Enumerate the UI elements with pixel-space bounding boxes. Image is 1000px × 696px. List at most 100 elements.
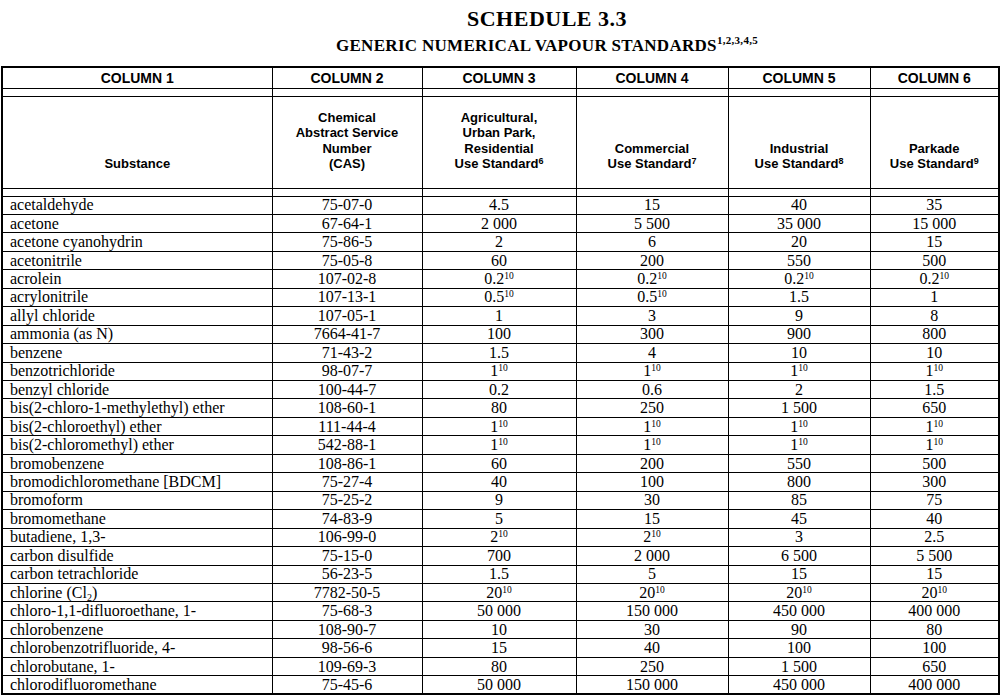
value-cell: 1 500	[728, 657, 870, 675]
value-cell: 100	[728, 639, 870, 657]
substance-cell: bis(2-chloroethyl) ether	[2, 417, 272, 435]
value-cell: 110	[422, 417, 576, 435]
table-row: benzyl chloride100-44-70.20.621.5	[2, 381, 999, 399]
table-row: bromodichloromethane [BDCM]75-27-4401008…	[2, 473, 999, 491]
subheader-substance: Substance	[2, 96, 272, 188]
value-cell: 110	[870, 417, 999, 435]
table-row: benzene71-43-21.541010	[2, 344, 999, 362]
value-cell: 90	[728, 620, 870, 638]
value-cell: 5	[422, 510, 576, 528]
value-cell: 400 000	[870, 602, 999, 620]
substance-cell: bromoform	[2, 491, 272, 509]
value-cell: 0.6	[576, 381, 728, 399]
substance-cell: ammonia (as N)	[2, 325, 272, 343]
value-cell: 6	[576, 233, 728, 251]
value-cell: 9	[422, 491, 576, 509]
value-cell: 1 500	[728, 399, 870, 417]
value-cell: 35 000	[728, 214, 870, 232]
substance-cell: benzotrichloride	[2, 362, 272, 380]
value-cell: 75-27-4	[272, 473, 422, 491]
value-cell: 100	[870, 639, 999, 657]
value-cell: 107-05-1	[272, 307, 422, 325]
value-cell: 2010	[870, 584, 999, 602]
substance-cell: acrylonitrile	[2, 288, 272, 306]
table-row: chlorodifluoromethane75-45-650 000150 00…	[2, 676, 999, 694]
value-cell: 40	[576, 639, 728, 657]
value-cell: 200	[576, 454, 728, 472]
value-cell: 9	[728, 307, 870, 325]
value-cell: 450 000	[728, 676, 870, 694]
table-row: ammonia (as N)7664-41-7100300900800	[2, 325, 999, 343]
value-cell: 85	[728, 491, 870, 509]
substance-cell: acetone cyanohydrin	[2, 233, 272, 251]
spacer-row	[2, 188, 999, 196]
value-cell: 650	[870, 399, 999, 417]
value-cell: 75	[870, 491, 999, 509]
value-cell: 75-05-8	[272, 251, 422, 269]
value-cell: 2	[728, 381, 870, 399]
value-cell: 200	[576, 251, 728, 269]
value-cell: 10	[870, 344, 999, 362]
substance-cell: benzene	[2, 344, 272, 362]
value-cell: 5	[576, 565, 728, 583]
subheader-industrial: IndustrialUse Standard8	[728, 96, 870, 188]
substance-cell: bromodichloromethane [BDCM]	[2, 473, 272, 491]
value-cell: 110	[728, 436, 870, 454]
value-cell: 110	[576, 417, 728, 435]
table-row: acetone cyanohydrin75-86-5262015	[2, 233, 999, 251]
value-cell: 40	[870, 510, 999, 528]
value-cell: 700	[422, 547, 576, 565]
table-row: acrylonitrile107-13-10.5100.5101.51	[2, 288, 999, 306]
substance-cell: chlorobenzotrifluoride, 4-	[2, 639, 272, 657]
subheader-agricultural: Agricultural,Urban Park,ResidentialUse S…	[422, 96, 576, 188]
table-row: carbon disulfide75-15-07002 0006 5005 50…	[2, 547, 999, 565]
table-row: chlorobenzotrifluoride, 4-98-56-61540100…	[2, 639, 999, 657]
value-cell: 100	[422, 325, 576, 343]
value-cell: 80	[422, 657, 576, 675]
value-cell: 500	[870, 251, 999, 269]
value-cell: 108-60-1	[272, 399, 422, 417]
value-cell: 40	[728, 196, 870, 214]
value-cell: 800	[870, 325, 999, 343]
substance-cell: chloro-1,1-difluoroethane, 1-	[2, 602, 272, 620]
substance-cell: chlorobenzene	[2, 620, 272, 638]
value-cell: 107-13-1	[272, 288, 422, 306]
substance-cell: benzyl chloride	[2, 381, 272, 399]
table-row: bis(2-chloro-1-methylethyl) ether108-60-…	[2, 399, 999, 417]
subheader-row: Substance ChemicalAbstract ServiceNumber…	[2, 96, 999, 188]
table-body: acetaldehyde75-07-04.5154035acetone67-64…	[2, 196, 999, 694]
table-row: acrolein107-02-80.2100.2100.2100.210	[2, 270, 999, 288]
value-cell: 7782-50-5	[272, 584, 422, 602]
standards-table: COLUMN 1 COLUMN 2 COLUMN 3 COLUMN 4 COLU…	[1, 66, 1000, 695]
substance-cell: bromomethane	[2, 510, 272, 528]
value-cell: 0.210	[728, 270, 870, 288]
value-cell: 210	[576, 528, 728, 546]
value-cell: 56-23-5	[272, 565, 422, 583]
value-cell: 0.2	[422, 381, 576, 399]
value-cell: 1.5	[422, 344, 576, 362]
value-cell: 20	[728, 233, 870, 251]
value-cell: 300	[576, 325, 728, 343]
value-cell: 15	[728, 565, 870, 583]
value-cell: 2010	[576, 584, 728, 602]
value-cell: 50 000	[422, 602, 576, 620]
column-header-5: COLUMN 5	[728, 67, 870, 88]
value-cell: 75-68-3	[272, 602, 422, 620]
value-cell: 650	[870, 657, 999, 675]
value-cell: 15 000	[870, 214, 999, 232]
document-page: SCHEDULE 3.3 GENERIC NUMERICAL VAPOUR ST…	[0, 0, 1000, 696]
value-cell: 4.5	[422, 196, 576, 214]
value-cell: 110	[870, 362, 999, 380]
value-cell: 0.210	[422, 270, 576, 288]
value-cell: 15	[576, 196, 728, 214]
value-cell: 75-15-0	[272, 547, 422, 565]
substance-cell: carbon disulfide	[2, 547, 272, 565]
table-row: benzotrichloride98-07-7110110110110	[2, 362, 999, 380]
value-cell: 110	[422, 436, 576, 454]
table-row: carbon tetrachloride56-23-51.551515	[2, 565, 999, 583]
value-cell: 0.510	[576, 288, 728, 306]
value-cell: 110	[728, 362, 870, 380]
value-cell: 75-45-6	[272, 676, 422, 694]
value-cell: 110	[576, 362, 728, 380]
subtitle-footnote-refs: 1,2,3,4,5	[717, 34, 758, 46]
